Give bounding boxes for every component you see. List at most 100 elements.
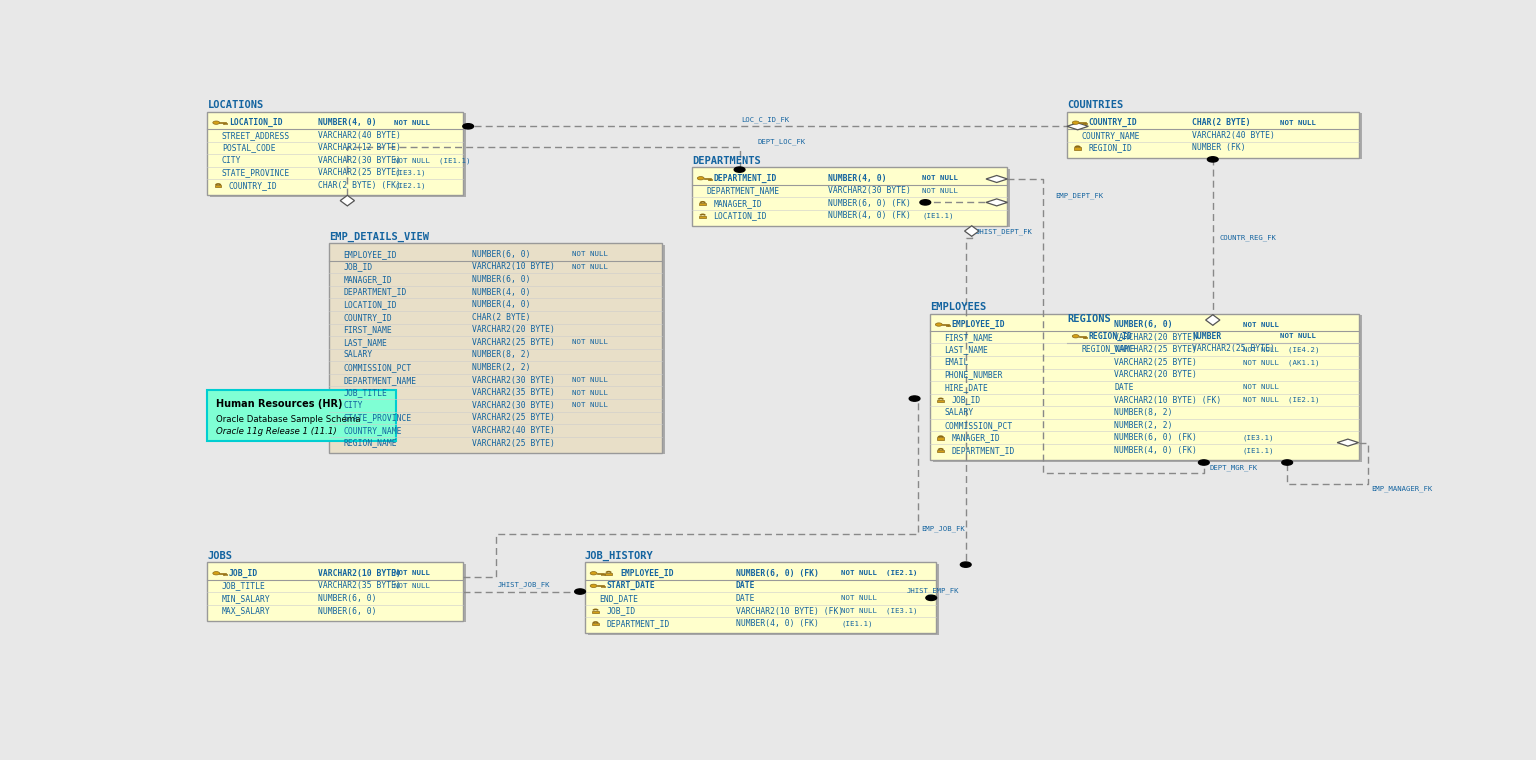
Text: PHONE_NUMBER: PHONE_NUMBER <box>945 370 1003 379</box>
Circle shape <box>960 562 971 567</box>
Text: NOT NULL: NOT NULL <box>573 402 608 408</box>
Text: VARCHAR2(40 BYTE): VARCHAR2(40 BYTE) <box>1192 131 1275 140</box>
Text: VARCHAR2(25 BYTE): VARCHAR2(25 BYTE) <box>1114 358 1197 367</box>
Text: HIRE_DATE: HIRE_DATE <box>945 383 988 392</box>
Text: VARCHAR2(12 BYTE): VARCHAR2(12 BYTE) <box>318 144 401 152</box>
Text: NUMBER(2, 2): NUMBER(2, 2) <box>1114 421 1174 429</box>
Text: NUMBER(6, 0): NUMBER(6, 0) <box>472 250 531 259</box>
Text: NOT NULL  (AK1.1): NOT NULL (AK1.1) <box>1243 359 1319 366</box>
FancyBboxPatch shape <box>1071 327 1361 360</box>
Circle shape <box>574 589 585 594</box>
Bar <box>220 122 226 123</box>
Circle shape <box>462 124 473 129</box>
Text: LOCATION_ID: LOCATION_ID <box>229 118 283 127</box>
Text: VARCHAR2(30 BYTE): VARCHAR2(30 BYTE) <box>472 401 554 410</box>
Text: JOB_TITLE: JOB_TITLE <box>221 581 266 591</box>
Text: VARCHAR2(10 BYTE) (FK): VARCHAR2(10 BYTE) (FK) <box>736 606 843 616</box>
Text: REGION_ID: REGION_ID <box>1089 331 1132 340</box>
Circle shape <box>214 121 220 125</box>
Text: NUMBER(6, 0): NUMBER(6, 0) <box>1114 320 1174 329</box>
Text: Oracle Database Sample Schema: Oracle Database Sample Schema <box>215 416 361 424</box>
Text: EMPLOYEES: EMPLOYEES <box>929 302 986 312</box>
Text: STATE_PROVINCE: STATE_PROVINCE <box>343 413 412 423</box>
Text: DATE: DATE <box>1114 383 1134 392</box>
Text: JOB_TITLE: JOB_TITLE <box>343 388 387 397</box>
Text: NOT NULL: NOT NULL <box>1279 333 1316 339</box>
Text: EMPLOYEE_ID: EMPLOYEE_ID <box>343 250 396 259</box>
Text: VARCHAR2(20 BYTE): VARCHAR2(20 BYTE) <box>1114 333 1197 342</box>
Text: VARCHAR2(40 BYTE): VARCHAR2(40 BYTE) <box>472 426 554 435</box>
Bar <box>593 610 599 613</box>
Text: JOB_ID: JOB_ID <box>951 395 980 404</box>
Text: NUMBER(6, 0): NUMBER(6, 0) <box>472 275 531 284</box>
Text: (IE1.1): (IE1.1) <box>842 620 872 627</box>
Text: COUNTR_REG_FK: COUNTR_REG_FK <box>1220 235 1276 242</box>
Bar <box>220 573 226 574</box>
Circle shape <box>1198 460 1209 465</box>
Text: COUNTRY_ID: COUNTRY_ID <box>229 181 278 190</box>
Bar <box>937 400 945 402</box>
Polygon shape <box>965 226 978 236</box>
Text: MIN_SALARY: MIN_SALARY <box>221 594 270 603</box>
Text: EMPLOYEE_ID: EMPLOYEE_ID <box>951 320 1005 329</box>
Text: NUMBER(8, 2): NUMBER(8, 2) <box>472 350 531 359</box>
Text: EMAIL: EMAIL <box>945 358 969 367</box>
Text: VARCHAR2(10 BYTE) (FK): VARCHAR2(10 BYTE) (FK) <box>1114 395 1221 404</box>
Text: STREET_ADDRESS: STREET_ADDRESS <box>221 131 290 140</box>
Circle shape <box>909 396 920 401</box>
Bar <box>1078 122 1086 123</box>
Text: COUNTRY_NAME: COUNTRY_NAME <box>343 426 402 435</box>
Text: DEPARTMENT_NAME: DEPARTMENT_NAME <box>707 186 779 195</box>
Text: NUMBER(6, 0) (FK): NUMBER(6, 0) (FK) <box>1114 433 1197 442</box>
Bar <box>699 216 707 218</box>
Circle shape <box>1207 157 1218 162</box>
Text: EMP_JOB_FK: EMP_JOB_FK <box>922 525 966 532</box>
Text: EMP_DEPT_FK: EMP_DEPT_FK <box>1055 192 1103 199</box>
Text: NOT NULL: NOT NULL <box>395 119 430 125</box>
FancyBboxPatch shape <box>585 562 935 633</box>
Text: REGION_NAME: REGION_NAME <box>1081 344 1135 353</box>
Text: LOCATIONS: LOCATIONS <box>207 100 264 110</box>
Text: VARCHAR2(20 BYTE): VARCHAR2(20 BYTE) <box>1114 370 1197 379</box>
FancyBboxPatch shape <box>210 113 467 197</box>
Text: VARCHAR2(30 BYTE): VARCHAR2(30 BYTE) <box>472 375 554 385</box>
Text: NOT NULL: NOT NULL <box>1243 385 1279 391</box>
Text: NOT NULL: NOT NULL <box>573 377 608 383</box>
Text: VARCHAR2(25 BYTE): VARCHAR2(25 BYTE) <box>1192 344 1275 353</box>
Text: MANAGER_ID: MANAGER_ID <box>951 433 1000 442</box>
Text: DEPT_MGR_FK: DEPT_MGR_FK <box>1210 464 1258 471</box>
Circle shape <box>920 200 931 205</box>
FancyBboxPatch shape <box>694 169 1011 227</box>
Text: COMMISSION_PCT: COMMISSION_PCT <box>945 421 1012 429</box>
Text: STATE_PROVINCE: STATE_PROVINCE <box>221 169 290 178</box>
Text: NUMBER(4, 0): NUMBER(4, 0) <box>318 118 376 127</box>
Text: Oracle 11g Release 1 (11.1): Oracle 11g Release 1 (11.1) <box>215 426 336 435</box>
Text: VARCHAR2(25 BYTE): VARCHAR2(25 BYTE) <box>472 338 554 347</box>
Text: JOB_ID: JOB_ID <box>343 262 372 271</box>
Text: VARCHAR2(35 BYTE): VARCHAR2(35 BYTE) <box>318 581 401 591</box>
Circle shape <box>1283 460 1292 465</box>
Circle shape <box>1072 334 1080 338</box>
Text: JOB_ID: JOB_ID <box>229 568 258 578</box>
Text: EMP_MANAGER_FK: EMP_MANAGER_FK <box>1372 486 1433 492</box>
Bar <box>596 585 604 587</box>
Bar <box>937 437 945 439</box>
Text: NOT NULL: NOT NULL <box>1279 119 1316 125</box>
Text: VARCHAR2(25 BYTE): VARCHAR2(25 BYTE) <box>472 413 554 423</box>
Text: NUMBER(4, 0) (FK): NUMBER(4, 0) (FK) <box>828 211 911 220</box>
Text: MANAGER_ID: MANAGER_ID <box>343 275 392 284</box>
Circle shape <box>734 167 745 173</box>
Bar <box>596 573 604 574</box>
Text: COUNTRY_ID: COUNTRY_ID <box>343 312 392 321</box>
Text: VARCHAR2(35 BYTE): VARCHAR2(35 BYTE) <box>472 388 554 397</box>
Text: COUNTRIES: COUNTRIES <box>1068 100 1123 110</box>
Polygon shape <box>1338 439 1359 446</box>
Text: CITY: CITY <box>221 156 241 165</box>
Text: END_DATE: END_DATE <box>599 594 637 603</box>
Text: REGIONS: REGIONS <box>1068 314 1111 324</box>
FancyBboxPatch shape <box>210 564 467 622</box>
Text: COUNTRY_NAME: COUNTRY_NAME <box>1081 131 1140 140</box>
Text: CHAR(2 BYTE) (FK): CHAR(2 BYTE) (FK) <box>318 181 401 190</box>
Text: REGION_ID: REGION_ID <box>1089 144 1132 152</box>
Text: NOT NULL  (IE4.2): NOT NULL (IE4.2) <box>1243 347 1319 353</box>
